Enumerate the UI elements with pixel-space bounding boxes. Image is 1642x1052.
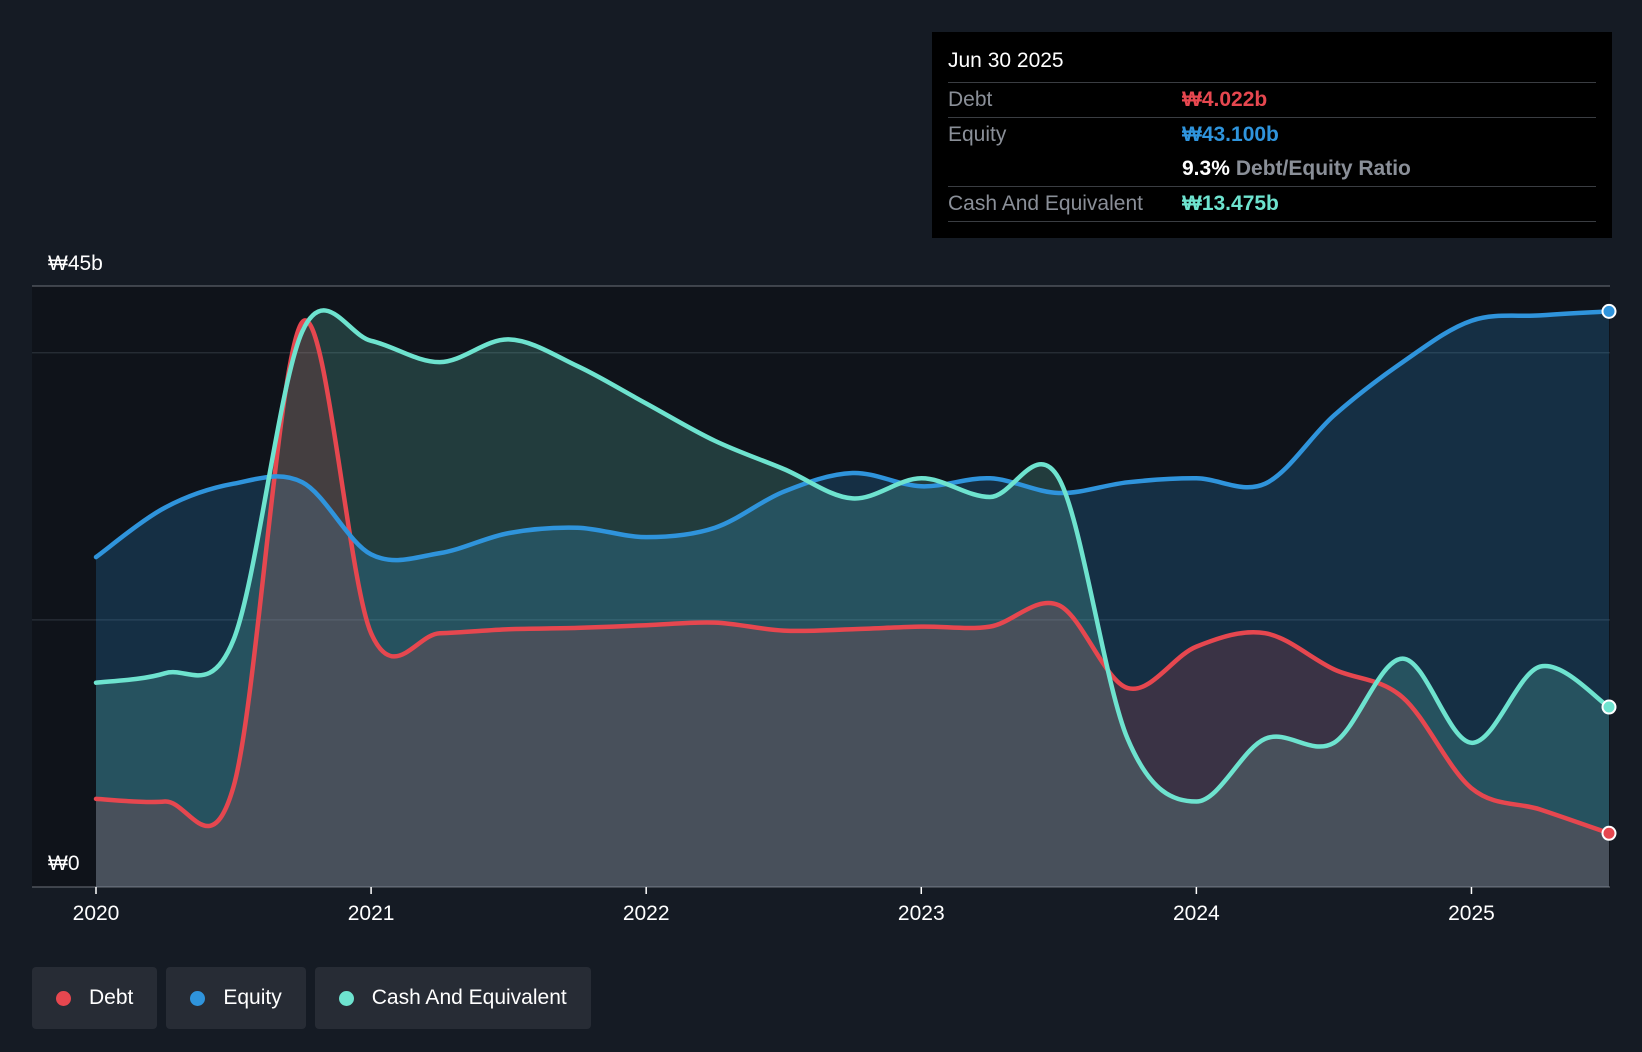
tooltip-cash-value: ₩13.475b [1182, 192, 1279, 215]
x-tick-label-2024: 2024 [1173, 902, 1220, 925]
tooltip-debt-label: Debt [948, 88, 993, 111]
x-tick-label-2020: 2020 [73, 902, 120, 925]
equity-endpoint [1601, 303, 1617, 319]
debt-dot-icon [56, 990, 71, 1006]
legend-cash-label: Cash And Equivalent [371, 986, 567, 1009]
tooltip-equity-label: Equity [948, 123, 1007, 146]
y-axis-bottom-label: ₩0 [48, 852, 80, 875]
cash-area [96, 310, 1609, 887]
x-axis-ticks: 2020 2021 2022 2023 2024 2025 [73, 887, 1495, 925]
tooltip-equity-row: Equity ₩43.100b [948, 117, 1596, 152]
x-tick-label-2021: 2021 [348, 902, 395, 925]
debt-endpoint [1601, 825, 1617, 841]
x-tick-label-2023: 2023 [898, 902, 945, 925]
tooltip-panel: Jun 30 2025 Debt ₩4.022b Equity ₩43.100b… [932, 32, 1612, 238]
equity-line [93, 309, 1612, 563]
legend-item-equity[interactable]: Equity [166, 967, 306, 1029]
debt-area [96, 320, 1609, 888]
cash-dot-icon [338, 990, 354, 1006]
series-lines [93, 308, 1612, 836]
tooltip-cash-label: Cash And Equivalent [948, 192, 1143, 215]
tooltip-ratio-row: 9.3% Debt/Equity Ratio [948, 152, 1596, 186]
series-endpoints [1601, 303, 1617, 841]
tooltip-ratio-value: 9.3% [1182, 157, 1230, 180]
legend-item-cash[interactable]: Cash And Equivalent [314, 967, 591, 1029]
tooltip-ratio-label: Debt/Equity Ratio [1235, 157, 1411, 180]
legend-debt-label: Debt [89, 986, 134, 1009]
tooltip-cash-row: Cash And Equivalent ₩13.475b [948, 186, 1596, 222]
equity-area [96, 311, 1609, 887]
tooltip-equity-value: ₩43.100b [1182, 123, 1279, 146]
cash-line [93, 308, 1612, 804]
x-tick-label-2022: 2022 [623, 902, 670, 925]
legend-equity-label: Equity [223, 986, 282, 1009]
tooltip-debt-value: ₩4.022b [1182, 88, 1268, 111]
legend: Debt Equity Cash And Equivalent [32, 967, 591, 1029]
cash-endpoint [1601, 699, 1617, 715]
equity-dot-icon [190, 990, 206, 1006]
y-axis-top-label: ₩45b [48, 252, 103, 275]
tooltip-date: Jun 30 2025 [948, 49, 1064, 72]
series-areas [96, 310, 1609, 888]
plot-area [32, 286, 1610, 887]
x-tick-label-2025: 2025 [1448, 902, 1495, 925]
tooltip-debt-row: Debt ₩4.022b [948, 82, 1596, 117]
legend-item-debt[interactable]: Debt [32, 967, 158, 1029]
